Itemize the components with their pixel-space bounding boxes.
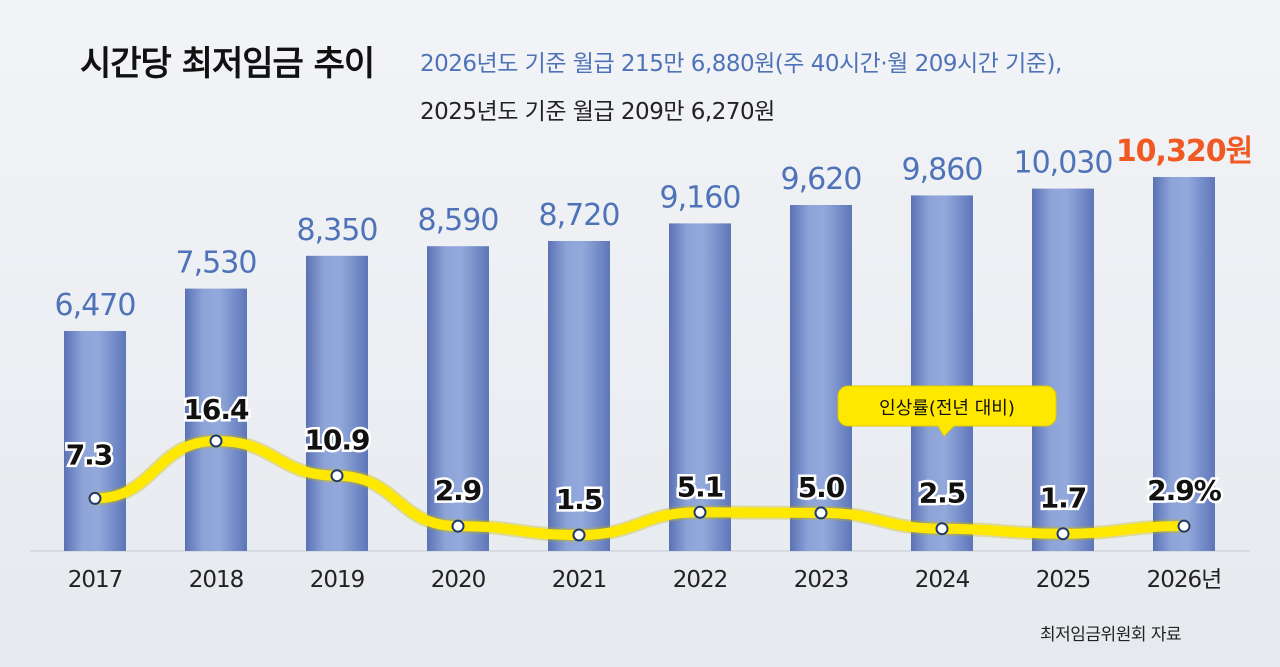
rate-point <box>88 491 102 505</box>
rate-legend-label: 인상률(전년 대비) <box>879 398 1015 419</box>
x-tick-label: 2022 <box>673 567 728 593</box>
bar-value-label: 10,030 <box>1014 146 1113 181</box>
rate-point <box>1056 527 1070 541</box>
bar-value-label: 8,350 <box>297 213 378 248</box>
bar <box>306 255 368 552</box>
bar <box>1153 177 1215 551</box>
x-axis-ticks: 2017 2018 2019 2020 2021 2022 2023 2024 2025 2026… <box>68 567 1223 593</box>
x-tick-label: 2019 <box>310 567 365 593</box>
bar-value-label: 7,530 <box>176 246 257 281</box>
bar <box>427 246 489 551</box>
rate-line-series <box>88 433 1191 543</box>
bar <box>64 331 126 551</box>
rate-value-label: 2.9 <box>435 474 482 507</box>
x-tick-label: 2017 <box>68 567 123 593</box>
x-tick-label: 2020 <box>431 567 486 593</box>
rate-legend-box <box>837 385 1057 437</box>
rate-value-label: 5.0 <box>798 471 845 504</box>
x-tick-label: 2018 <box>189 567 244 593</box>
bar-value-label: 8,590 <box>418 203 499 238</box>
x-tick-label: 2026년 <box>1147 567 1222 593</box>
rate-value-label: 2.9% <box>1147 474 1222 507</box>
chart-title: 시간당 최저임금 추이 <box>80 44 375 84</box>
bar-series <box>64 177 1215 552</box>
bar-value-label: 9,160 <box>660 180 741 215</box>
source-note: 최저임금위원회 자료 <box>1040 625 1182 645</box>
rate-point <box>451 519 465 533</box>
rate-value-label: 7.3 <box>66 438 113 471</box>
x-tick-label: 2023 <box>794 567 849 593</box>
rate-value-label: 1.7 <box>1040 482 1087 515</box>
rate-point <box>1177 519 1191 533</box>
bar <box>790 205 852 551</box>
rate-point <box>693 505 707 519</box>
bar <box>1032 188 1094 551</box>
rate-value-label: 16.4 <box>183 393 249 426</box>
bar-value-label: 6,470 <box>55 288 136 323</box>
x-tick-label: 2021 <box>552 567 607 593</box>
rate-point <box>209 434 223 448</box>
bar-value-label: 9,860 <box>902 152 983 187</box>
rate-point <box>935 522 949 536</box>
bar <box>669 223 731 551</box>
rate-point <box>572 528 586 542</box>
bar <box>911 195 973 551</box>
x-tick-label: 2024 <box>915 567 970 593</box>
rate-value-label: 5.1 <box>677 470 724 503</box>
x-tick-label: 2025 <box>1036 567 1091 593</box>
rate-legend: 인상률(전년 대비) <box>837 385 1057 437</box>
rate-value-label: 10.9 <box>304 424 369 457</box>
rate-point <box>814 506 828 520</box>
rate-line <box>90 435 1189 541</box>
rate-value-label: 2.5 <box>919 477 966 510</box>
rate-value-labels: 7.3 16.4 10.9 2.9 1.5 5.1 5.0 2.5 1.7 2.9% <box>63 391 1225 519</box>
bar-value-label: 10,320원 <box>1116 134 1252 169</box>
bar-value-label: 9,620 <box>781 162 862 197</box>
bar <box>185 288 247 551</box>
rate-point <box>330 469 344 483</box>
bar-value-labels: 6,470 7,530 8,350 8,590 8,720 9,160 9,620 9,860… <box>55 134 1254 323</box>
chart-subtitle-line2: 2025년도 기준 월급 209만 6,270원 <box>420 99 775 125</box>
bar-value-label: 8,720 <box>539 198 620 233</box>
chart-subtitle-line1: 2026년도 기준 월급 215만 6,880원(주 40시간·월 209시간 … <box>420 51 1062 77</box>
rate-value-label: 1.5 <box>556 483 603 516</box>
bar <box>548 241 610 551</box>
